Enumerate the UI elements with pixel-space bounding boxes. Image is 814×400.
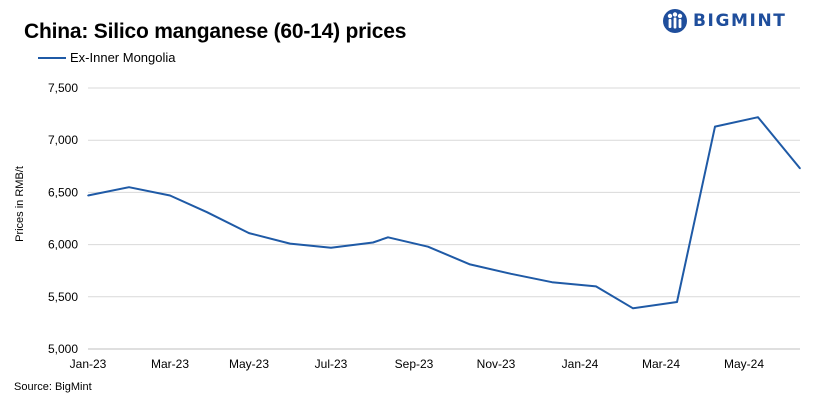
y-tick-label: 6,000 — [48, 238, 78, 252]
chart-title: China: Silico manganese (60-14) prices — [24, 20, 407, 43]
data-point — [330, 246, 332, 249]
data-point — [632, 307, 634, 310]
x-tick-label: Sep-23 — [395, 357, 434, 371]
x-tick-label: Nov-23 — [477, 357, 516, 371]
x-tick-label: Jan-23 — [70, 357, 107, 371]
x-tick-label: May-24 — [724, 357, 764, 371]
x-tick-label: Mar-23 — [151, 357, 189, 371]
data-point — [128, 186, 130, 188]
x-axis: Jan-23 Mar-23 May-23 Jul-23 Sep-23 Nov-23 Jan-… — [70, 357, 765, 371]
y-axis: 5,000 5,500 6,000 6,500 7,000 7,500 — [48, 81, 78, 356]
data-point — [469, 263, 471, 266]
data-point — [714, 125, 716, 128]
x-tick-label: Jan-24 — [562, 357, 599, 371]
x-tick-label: Mar-24 — [642, 357, 680, 371]
data-point — [289, 242, 291, 245]
data-point — [206, 211, 208, 213]
data-point — [387, 236, 389, 239]
data-point — [169, 194, 171, 197]
legend-swatch — [38, 56, 66, 59]
series-group — [87, 116, 801, 310]
series-line-ex-inner-mongolia — [87, 116, 801, 310]
y-tick-label: 6,500 — [48, 185, 78, 199]
data-point — [551, 281, 553, 284]
data-point — [676, 301, 678, 303]
logo-text: BIGMINT — [693, 11, 787, 31]
y-tick-label: 7,500 — [48, 81, 78, 95]
legend-label: Ex-Inner Mongolia — [70, 50, 176, 65]
bigmint-logo: BIGMINT — [662, 8, 787, 34]
y-tick-label: 5,000 — [48, 342, 78, 356]
y-axis-label: Prices in RMB/t — [14, 166, 26, 242]
y-tick-label: 5,500 — [48, 290, 78, 304]
data-point — [799, 167, 801, 170]
gridlines — [88, 87, 800, 350]
data-point — [427, 245, 429, 248]
x-tick-label: Jul-23 — [315, 357, 348, 371]
data-point — [87, 194, 89, 197]
source-note: Source: BigMint — [14, 381, 92, 393]
data-point — [510, 273, 512, 275]
x-tick-label: May-23 — [229, 357, 269, 371]
legend: Ex-Inner Mongolia — [38, 50, 176, 65]
logo-icon — [663, 9, 687, 33]
y-tick-label: 7,000 — [48, 133, 78, 147]
data-point — [757, 116, 759, 118]
data-point — [372, 241, 374, 244]
data-point — [595, 285, 597, 288]
data-point — [248, 232, 250, 234]
